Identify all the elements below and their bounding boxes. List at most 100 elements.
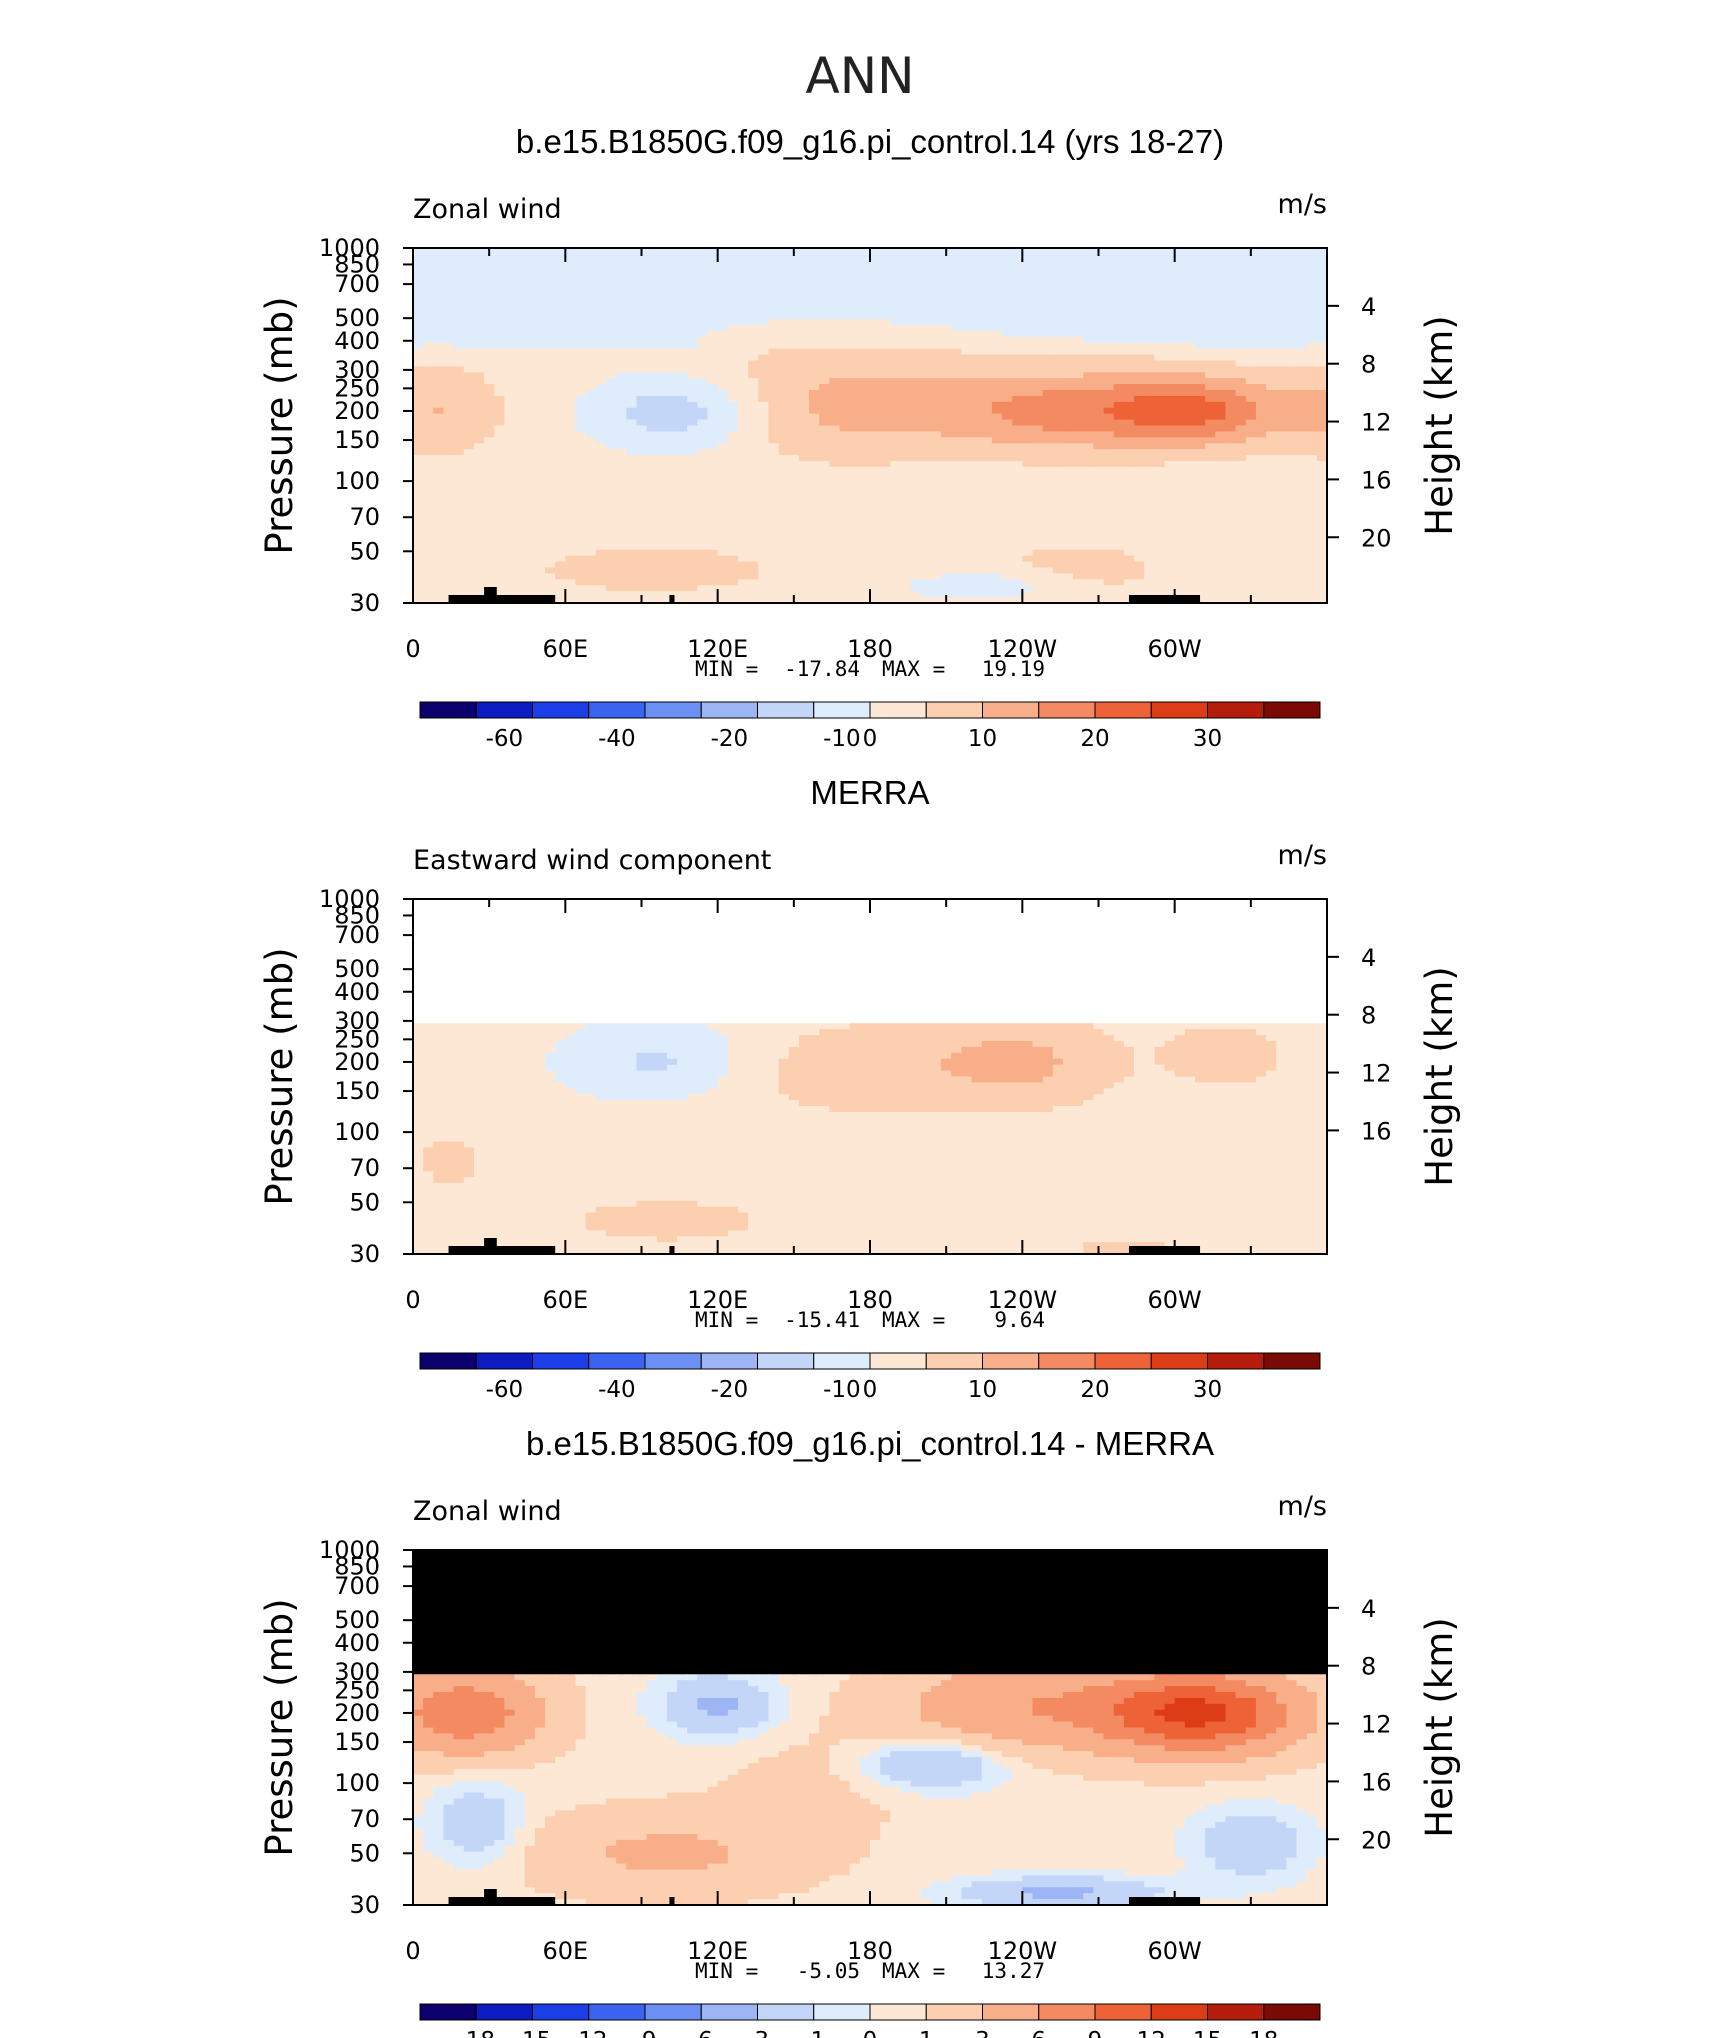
field-cell [748, 567, 759, 575]
field-cell [707, 277, 719, 285]
field-cell [1113, 307, 1125, 314]
field-cell [788, 390, 800, 397]
field-cell [880, 543, 891, 551]
field-cell [737, 390, 749, 397]
field-cell [595, 449, 607, 456]
field-cell [829, 259, 841, 267]
field-cell [910, 478, 922, 486]
field-cell [687, 431, 698, 438]
field-cell [555, 455, 566, 462]
field-cell [788, 443, 800, 450]
field-cell [697, 437, 709, 444]
field-cell [595, 384, 607, 391]
field-cell [829, 378, 841, 385]
field-cell [941, 259, 952, 267]
field-cell [555, 295, 566, 302]
field-cell [1215, 277, 1227, 285]
field-cell [1184, 543, 1196, 551]
field-cell [737, 313, 749, 320]
field-cell [798, 366, 810, 373]
field-cell [870, 390, 881, 397]
field-cell [453, 520, 465, 527]
field-cell [1276, 330, 1287, 338]
field-cell [737, 419, 749, 427]
field-cell [1073, 253, 1084, 261]
field-cell [1042, 248, 1054, 255]
field-cell [1012, 354, 1023, 362]
field-cell [930, 425, 942, 433]
field-cell [1194, 330, 1206, 338]
field-cell [707, 496, 719, 504]
field-cell [910, 259, 922, 267]
field-cell [1042, 401, 1054, 409]
field-cell [463, 502, 475, 509]
field-cell [1296, 378, 1308, 385]
field-cell [1184, 526, 1196, 533]
field-cell [758, 520, 770, 527]
field-cell [687, 336, 698, 344]
field-cell [1012, 384, 1023, 391]
field-cell [595, 342, 607, 350]
field-cell [1286, 313, 1298, 320]
field-cell [737, 253, 749, 261]
field-cell [504, 496, 516, 504]
field-cell [981, 301, 993, 308]
field-cell [1194, 342, 1206, 350]
field-cell [473, 496, 485, 504]
field-cell [1205, 549, 1216, 557]
field-cell [1205, 520, 1216, 527]
field-cell [1296, 313, 1308, 320]
field-cell [1306, 407, 1318, 415]
field-cell [809, 259, 820, 267]
field-cell [534, 555, 546, 563]
field-cell [646, 573, 658, 580]
field-cell [433, 289, 445, 296]
field-cell [626, 437, 638, 444]
field-cell [514, 354, 526, 362]
field-cell [473, 561, 485, 569]
field-cell [514, 265, 526, 273]
field-cell [1286, 360, 1298, 367]
field-cell [1164, 301, 1176, 308]
field-cell [697, 307, 709, 314]
field-cell [849, 425, 861, 433]
field-cell [707, 537, 719, 545]
field-cell [514, 395, 526, 403]
field-cell [1215, 283, 1227, 291]
field-cell [1073, 502, 1084, 509]
field-cell [981, 490, 993, 498]
field-cell [636, 520, 648, 527]
field-cell [778, 490, 790, 498]
field-cell [443, 366, 455, 373]
field-cell [1235, 472, 1247, 480]
field-cell [555, 537, 566, 545]
field-cell [849, 437, 861, 444]
field-cell [463, 253, 475, 261]
field-cell [433, 532, 445, 539]
field-cell [788, 484, 800, 492]
field-cell [758, 413, 770, 421]
field-cell [1134, 384, 1145, 391]
field-cell [890, 526, 902, 533]
field-cell [1235, 490, 1247, 498]
field-cell [473, 431, 485, 438]
field-cell [555, 502, 566, 509]
field-cell [1235, 461, 1247, 468]
field-cell [1194, 502, 1206, 509]
field-cell [748, 295, 759, 302]
field-cell [626, 508, 638, 515]
field-cell [555, 253, 566, 261]
field-cell [1073, 425, 1084, 433]
field-cell [1113, 478, 1125, 486]
field-cell [798, 307, 810, 314]
field-cell [534, 401, 546, 409]
field-cell [910, 271, 922, 279]
field-cell [1316, 259, 1328, 267]
field-cell [534, 496, 546, 504]
field-cell [514, 336, 526, 344]
field-cell [1012, 265, 1023, 273]
field-cell [545, 431, 556, 438]
field-cell [433, 431, 445, 438]
field-cell [555, 561, 566, 569]
field-cell [666, 360, 678, 367]
